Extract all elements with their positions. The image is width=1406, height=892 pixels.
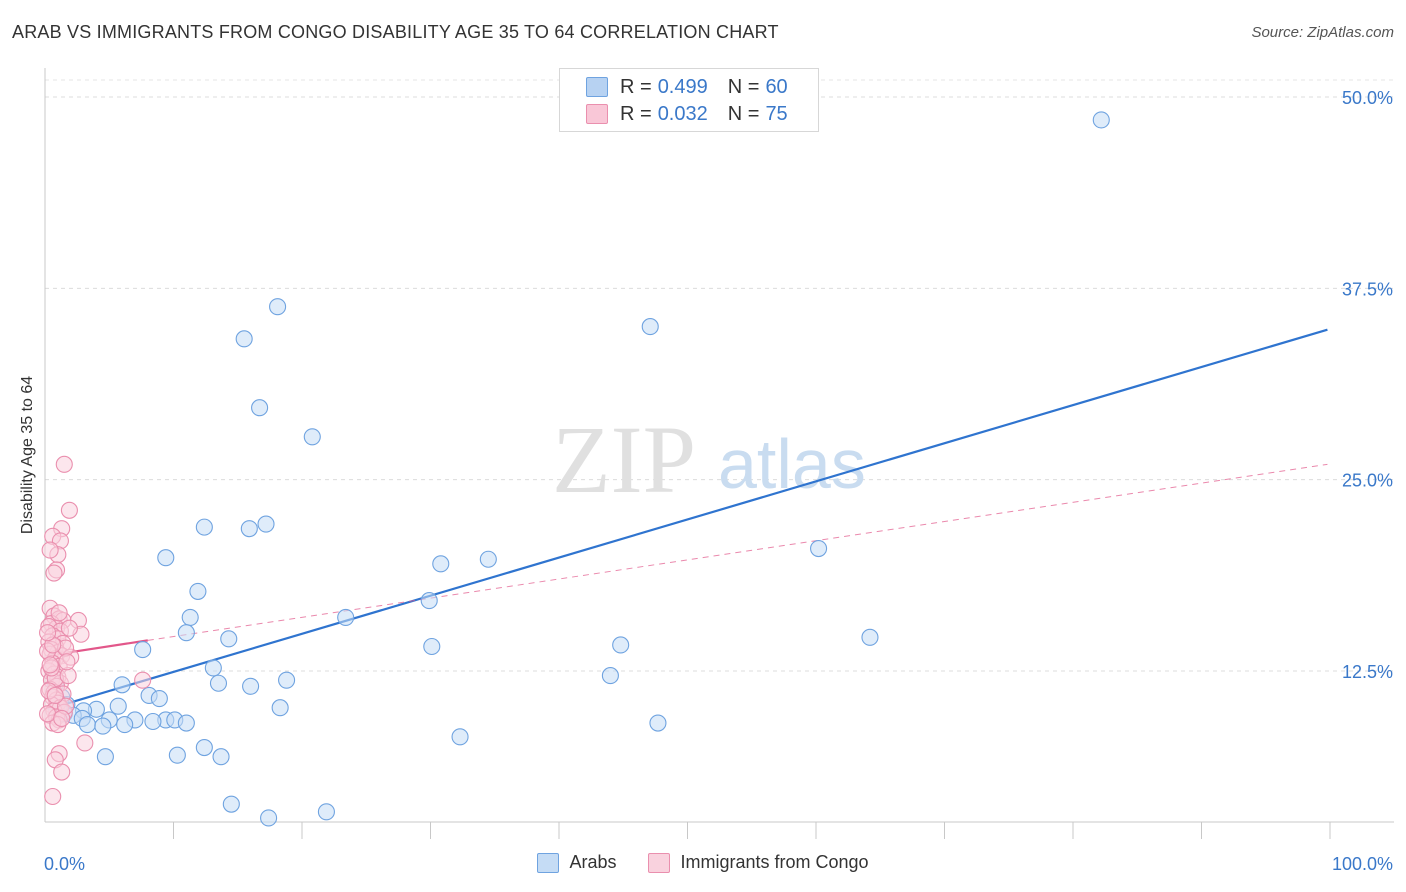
- arab-point: [235, 330, 253, 348]
- y-tick-label: 25.0%: [1342, 471, 1393, 491]
- congo-point: [134, 671, 152, 689]
- arab-point: [271, 699, 289, 717]
- arab-point: [157, 549, 175, 567]
- arab-point: [601, 667, 619, 685]
- arab-point: [242, 677, 260, 695]
- data-points: [39, 111, 1110, 827]
- congo-point: [60, 619, 78, 637]
- arab-point: [150, 689, 168, 708]
- arab-point: [451, 728, 469, 746]
- tick-labels: 12.5% 25.0% 37.5% 50.0% 0.0% 100.0%: [44, 88, 1393, 874]
- congo-point: [44, 787, 62, 806]
- arab-point: [94, 717, 112, 735]
- arab-point: [96, 748, 114, 766]
- arab-point: [116, 716, 134, 734]
- congo-point: [55, 455, 73, 473]
- arab-point: [195, 738, 213, 757]
- r-value: 0.499: [657, 75, 708, 98]
- congo-point: [60, 501, 78, 519]
- r-label: R =: [620, 102, 652, 125]
- congo-swatch: [648, 852, 671, 873]
- arabs-swatch: [537, 852, 560, 873]
- arab-point: [317, 803, 335, 821]
- stats-row-congo: R = 0.032 N = 75: [586, 101, 788, 127]
- x-tick-label: 0.0%: [44, 854, 85, 874]
- arab-point: [861, 628, 879, 646]
- arab-point: [181, 608, 199, 626]
- congo-point: [41, 541, 59, 559]
- arab-point: [168, 746, 186, 764]
- n-label: N =: [727, 75, 760, 98]
- arab-point: [810, 539, 828, 558]
- series-legend: Arabs Immigrants from Congo: [0, 852, 1406, 873]
- source-label: Source: ZipAtlas.com: [1251, 24, 1394, 41]
- n-value: 75: [765, 102, 788, 125]
- arab-point: [78, 716, 96, 734]
- trend-lines: [47, 328, 1328, 711]
- arab-point: [337, 608, 355, 626]
- arab-point: [1092, 111, 1110, 129]
- congo-point: [50, 604, 68, 622]
- stats-row-arabs: R = 0.499 N = 60: [586, 74, 788, 100]
- legend-item-arabs[interactable]: Arabs: [537, 852, 616, 873]
- arab-point: [177, 714, 195, 732]
- arab-point: [113, 676, 131, 694]
- arab-point: [269, 298, 287, 316]
- legend-label-arabs: Arabs: [569, 852, 617, 872]
- arab-point: [134, 641, 152, 659]
- congo-point: [53, 763, 71, 781]
- arab-point: [204, 659, 222, 677]
- arab-point: [189, 582, 207, 600]
- congo-point: [46, 686, 64, 705]
- arab-point: [257, 515, 275, 533]
- congo-point: [41, 656, 59, 674]
- congo-point: [53, 709, 71, 727]
- arab-point: [177, 624, 195, 642]
- arab-point: [479, 550, 497, 568]
- arab-point: [212, 748, 230, 766]
- congo-swatch: [586, 104, 608, 124]
- legend-item-congo[interactable]: Immigrants from Congo: [648, 852, 869, 873]
- arab-point: [195, 518, 213, 536]
- arab-point: [251, 399, 269, 417]
- arab-point: [260, 809, 278, 827]
- arab-point: [144, 712, 162, 731]
- arab-point: [303, 428, 321, 446]
- congo-point: [39, 705, 57, 723]
- congo-point: [45, 564, 63, 582]
- r-label: R =: [620, 75, 652, 98]
- n-value: 60: [765, 75, 788, 98]
- arab-point: [220, 630, 238, 648]
- arab-point: [209, 674, 228, 692]
- congo-point: [39, 624, 57, 642]
- arab-point: [649, 714, 667, 732]
- watermark-zip: ZIP: [552, 406, 696, 513]
- y-tick-label: 12.5%: [1342, 662, 1393, 682]
- y-tick-label: 37.5%: [1342, 279, 1393, 299]
- arab-point: [420, 592, 438, 610]
- arab-point: [641, 318, 659, 336]
- arab-point: [432, 555, 450, 573]
- trend-line-0: [47, 328, 1328, 711]
- arab-point: [240, 520, 258, 538]
- n-label: N =: [727, 102, 760, 125]
- stats-legend: R = 0.499 N = 60 R = 0.032 N = 75: [559, 68, 819, 132]
- watermark: ZIP atlas: [552, 406, 866, 513]
- arab-point: [423, 637, 441, 656]
- arab-point: [109, 697, 127, 715]
- arab-point: [222, 795, 240, 813]
- r-value: 0.032: [657, 102, 708, 125]
- watermark-atlas: atlas: [718, 425, 866, 503]
- y-tick-label: 50.0%: [1342, 88, 1393, 108]
- congo-point: [76, 734, 94, 752]
- arab-point: [612, 636, 630, 654]
- x-tick-label: 100.0%: [1332, 854, 1393, 874]
- arab-point: [278, 671, 296, 689]
- chart-title: ARAB VS IMMIGRANTS FROM CONGO DISABILITY…: [12, 22, 779, 42]
- legend-label-congo: Immigrants from Congo: [680, 852, 869, 872]
- gridlines: [45, 79, 1394, 672]
- congo-point: [58, 653, 76, 671]
- arabs-swatch: [586, 77, 608, 97]
